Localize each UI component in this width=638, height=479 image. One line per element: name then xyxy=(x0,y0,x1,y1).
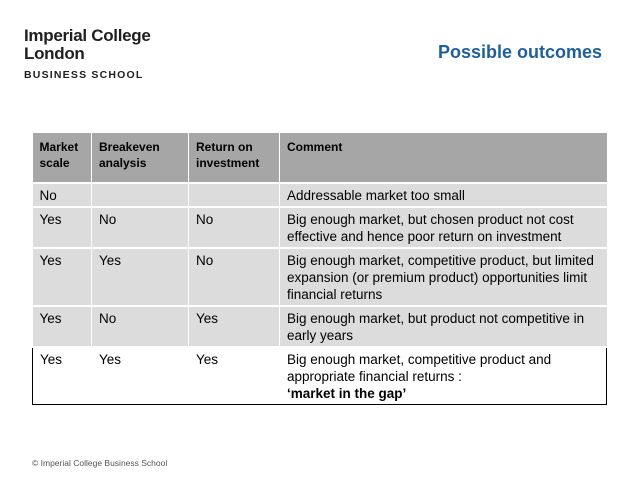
table-row: Yes No No Big enough market, but chosen … xyxy=(32,207,607,248)
imperial-logo: Imperial College London BUSINESS SCHOOL xyxy=(24,26,151,82)
cell-roi xyxy=(188,183,280,207)
comment-emphasis: ‘market in the gap’ xyxy=(287,386,407,401)
header-market-scale: Market scale xyxy=(32,133,92,183)
header-return-on-investment: Return on investment xyxy=(188,133,280,183)
cell-breakeven: No xyxy=(91,306,189,347)
cell-roi: Yes xyxy=(188,306,280,347)
cell-breakeven xyxy=(91,183,189,207)
comment-text: Big enough market, competitive product a… xyxy=(287,352,552,384)
cell-breakeven: Yes xyxy=(91,346,189,405)
cell-market-scale: No xyxy=(32,183,92,207)
table-row: Yes Yes No Big enough market, competitiv… xyxy=(32,248,607,306)
table-row: No Addressable market too small xyxy=(32,183,607,207)
table-row: Yes No Yes Big enough market, but produc… xyxy=(32,306,607,347)
cell-market-scale: Yes xyxy=(32,248,92,306)
cell-market-scale: Yes xyxy=(32,306,92,347)
cell-market-scale: Yes xyxy=(32,207,92,248)
logo-line-1: Imperial College xyxy=(24,26,151,45)
outcomes-table: Market scale Breakeven analysis Return o… xyxy=(32,133,607,405)
header-breakeven-analysis: Breakeven analysis xyxy=(91,133,189,183)
slide-title: Possible outcomes xyxy=(437,42,602,62)
cell-market-scale: Yes xyxy=(32,346,92,405)
cell-comment: Big enough market, competitive product a… xyxy=(279,346,607,405)
logo-line-3: BUSINESS SCHOOL xyxy=(24,69,144,81)
cell-comment: Big enough market, competitive product, … xyxy=(279,248,607,306)
cell-roi: No xyxy=(188,248,280,306)
table-row-highlighted: Yes Yes Yes Big enough market, competiti… xyxy=(32,346,607,405)
cell-comment: Addressable market too small xyxy=(279,183,607,207)
cell-roi: Yes xyxy=(188,346,280,405)
cell-comment: Big enough market, but chosen product no… xyxy=(279,207,607,248)
cell-breakeven: No xyxy=(91,207,189,248)
table-header-row: Market scale Breakeven analysis Return o… xyxy=(32,133,607,183)
cell-roi: No xyxy=(188,207,280,248)
header-comment: Comment xyxy=(279,133,607,183)
logo-line-2: London xyxy=(24,44,85,63)
footer-copyright: © Imperial College Business School xyxy=(32,458,168,468)
cell-comment: Big enough market, but product not compe… xyxy=(279,306,607,347)
cell-breakeven: Yes xyxy=(91,248,189,306)
